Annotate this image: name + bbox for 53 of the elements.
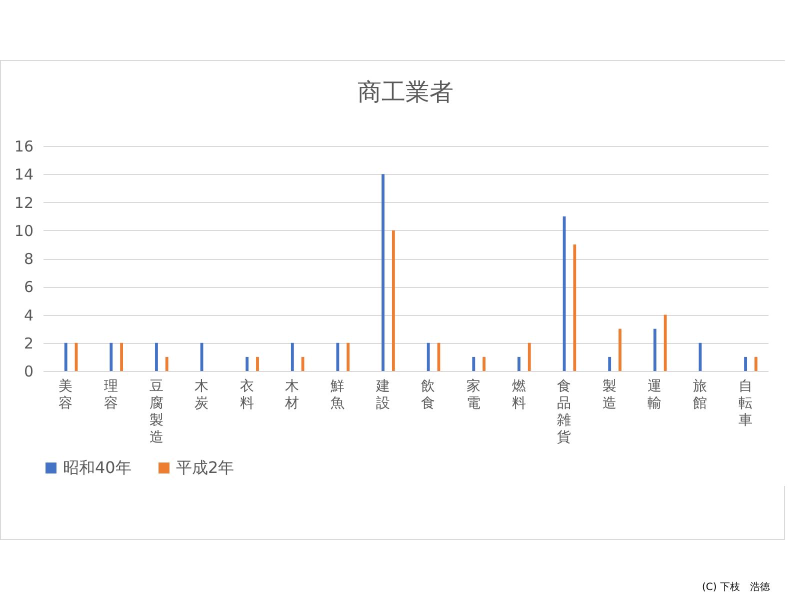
x-tick-label: 木炭 <box>194 378 209 412</box>
bar <box>426 342 430 371</box>
x-tick-label: 木材 <box>284 378 300 412</box>
bar <box>120 342 124 371</box>
x-tick-label: 鮮魚 <box>330 378 345 412</box>
bar <box>382 174 384 371</box>
bar <box>744 356 747 371</box>
x-tick-label: 食品雑貨 <box>557 378 572 446</box>
x-tick-label: 製造 <box>602 378 616 412</box>
x-tick-label: 衣料 <box>240 378 254 412</box>
x-tick-label: 美容 <box>58 378 73 412</box>
text: (C) 下枝 浩徳 <box>702 580 770 594</box>
bar <box>165 356 168 371</box>
bar <box>618 328 622 371</box>
bar <box>608 356 612 371</box>
y-tick-label: 4 <box>24 306 34 324</box>
x-tick-label: 建設 <box>374 378 390 412</box>
y-tick-label: 6 <box>24 278 34 296</box>
y-tick-label: 8 <box>24 250 34 268</box>
bar <box>246 356 249 371</box>
bar <box>664 314 667 371</box>
bar <box>653 328 656 371</box>
bar <box>290 342 294 371</box>
bar <box>472 356 476 371</box>
bar <box>573 244 576 371</box>
bar <box>301 356 304 371</box>
y-tick-label: 14 <box>14 166 34 184</box>
legend-label: 昭和40年 <box>63 458 132 477</box>
x-tick-label: 運輸 <box>648 378 662 412</box>
y-tick-label: 2 <box>24 334 34 352</box>
bar <box>110 342 113 371</box>
x-tick-label: 理容 <box>104 378 118 412</box>
bar <box>482 356 486 371</box>
y-tick-label: 16 <box>14 138 34 156</box>
x-tick-label: 自転車 <box>738 378 752 428</box>
bar <box>64 342 68 371</box>
x-tick-label: 飲食 <box>421 378 436 412</box>
y-tick-label: 12 <box>14 194 34 212</box>
y-tick-label: 0 <box>24 362 34 380</box>
bar <box>155 342 158 371</box>
legend-label: 平成2年 <box>176 458 234 477</box>
bar <box>754 356 758 371</box>
x-tick-label: 旅館 <box>693 378 708 412</box>
bar <box>346 342 350 371</box>
bar <box>518 356 520 371</box>
bar <box>528 342 531 371</box>
bar <box>256 356 259 371</box>
x-tick-label: 燃料 <box>512 378 526 412</box>
x-tick-label: 家電 <box>466 378 480 412</box>
y-tick-label: 10 <box>14 222 34 240</box>
x-tick-label: 豆腐製造 <box>149 378 164 446</box>
chart-title: 商工業者 <box>358 78 454 106</box>
bar <box>392 230 395 371</box>
